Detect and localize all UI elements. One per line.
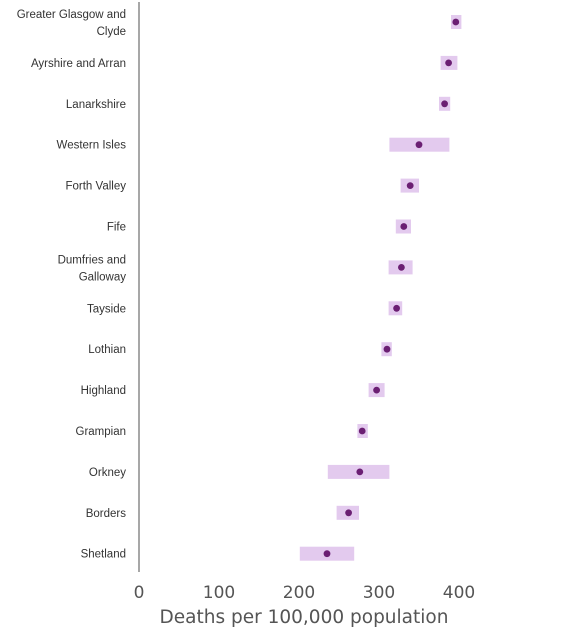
category-label-line: Highland <box>81 385 126 397</box>
category-label-line: Grampian <box>76 426 127 438</box>
x-axis-title: Deaths per 100,000 population <box>160 607 449 628</box>
data-point <box>398 264 405 271</box>
category-label-line: Greater Glasgow and <box>17 9 126 21</box>
category-label: Orkney <box>89 467 126 479</box>
category-label: Tayside <box>87 303 126 315</box>
category-label: Western Isles <box>57 140 127 152</box>
data-points <box>323 18 460 558</box>
data-point <box>383 345 391 353</box>
category-label: Greater Glasgow and Clyde <box>17 9 126 38</box>
category-label-line: Clyde <box>97 26 126 38</box>
category-label: Forth Valley <box>65 181 126 193</box>
category-label-line: Fife <box>107 222 126 234</box>
category-label-line: Orkney <box>89 467 126 479</box>
category-labels: Greater Glasgow and Clyde Ayrshire and Arr… <box>17 9 127 561</box>
x-axis-ticks: 0 100 200 300 400 <box>134 583 476 603</box>
category-label-line: Ayrshire and Arran <box>31 58 126 70</box>
category-label-line: Borders <box>86 508 127 520</box>
category-label: Fife <box>107 222 126 234</box>
data-point <box>445 59 452 67</box>
confidence-intervals <box>299 15 462 561</box>
data-point <box>393 304 400 312</box>
data-point <box>400 223 408 230</box>
category-label: Lothian <box>88 344 126 356</box>
x-tick-label: 400 <box>443 583 475 603</box>
category-label: Highland <box>81 385 126 397</box>
data-point <box>415 141 423 149</box>
category-label-line: Lanarkshire <box>66 99 126 111</box>
category-label-line: Western Isles <box>57 140 127 152</box>
category-label-line: Tayside <box>87 303 126 315</box>
x-tick-label: 100 <box>203 583 235 603</box>
data-point <box>441 100 448 108</box>
category-label-line: Dumfries and <box>58 254 126 266</box>
x-tick-label: 300 <box>363 583 395 603</box>
data-point <box>358 427 366 435</box>
category-label-line: Lothian <box>88 344 126 356</box>
data-point <box>373 386 380 394</box>
x-tick-label: 0 <box>134 583 145 603</box>
data-point <box>406 182 414 190</box>
category-label: Dumfries and Galloway <box>58 254 127 283</box>
data-point <box>356 468 364 476</box>
category-label-line: Galloway <box>79 271 127 283</box>
category-label: Grampian <box>76 426 127 438</box>
x-tick-label: 200 <box>283 583 315 603</box>
category-label-line: Shetland <box>81 549 126 561</box>
category-label: Lanarkshire <box>66 99 126 111</box>
data-point <box>452 18 460 26</box>
data-point <box>345 509 352 517</box>
category-label: Ayrshire and Arran <box>31 58 126 70</box>
category-label: Shetland <box>81 549 126 561</box>
category-label-line: Forth Valley <box>65 181 126 193</box>
data-point <box>323 550 331 558</box>
category-label: Borders <box>86 508 127 520</box>
